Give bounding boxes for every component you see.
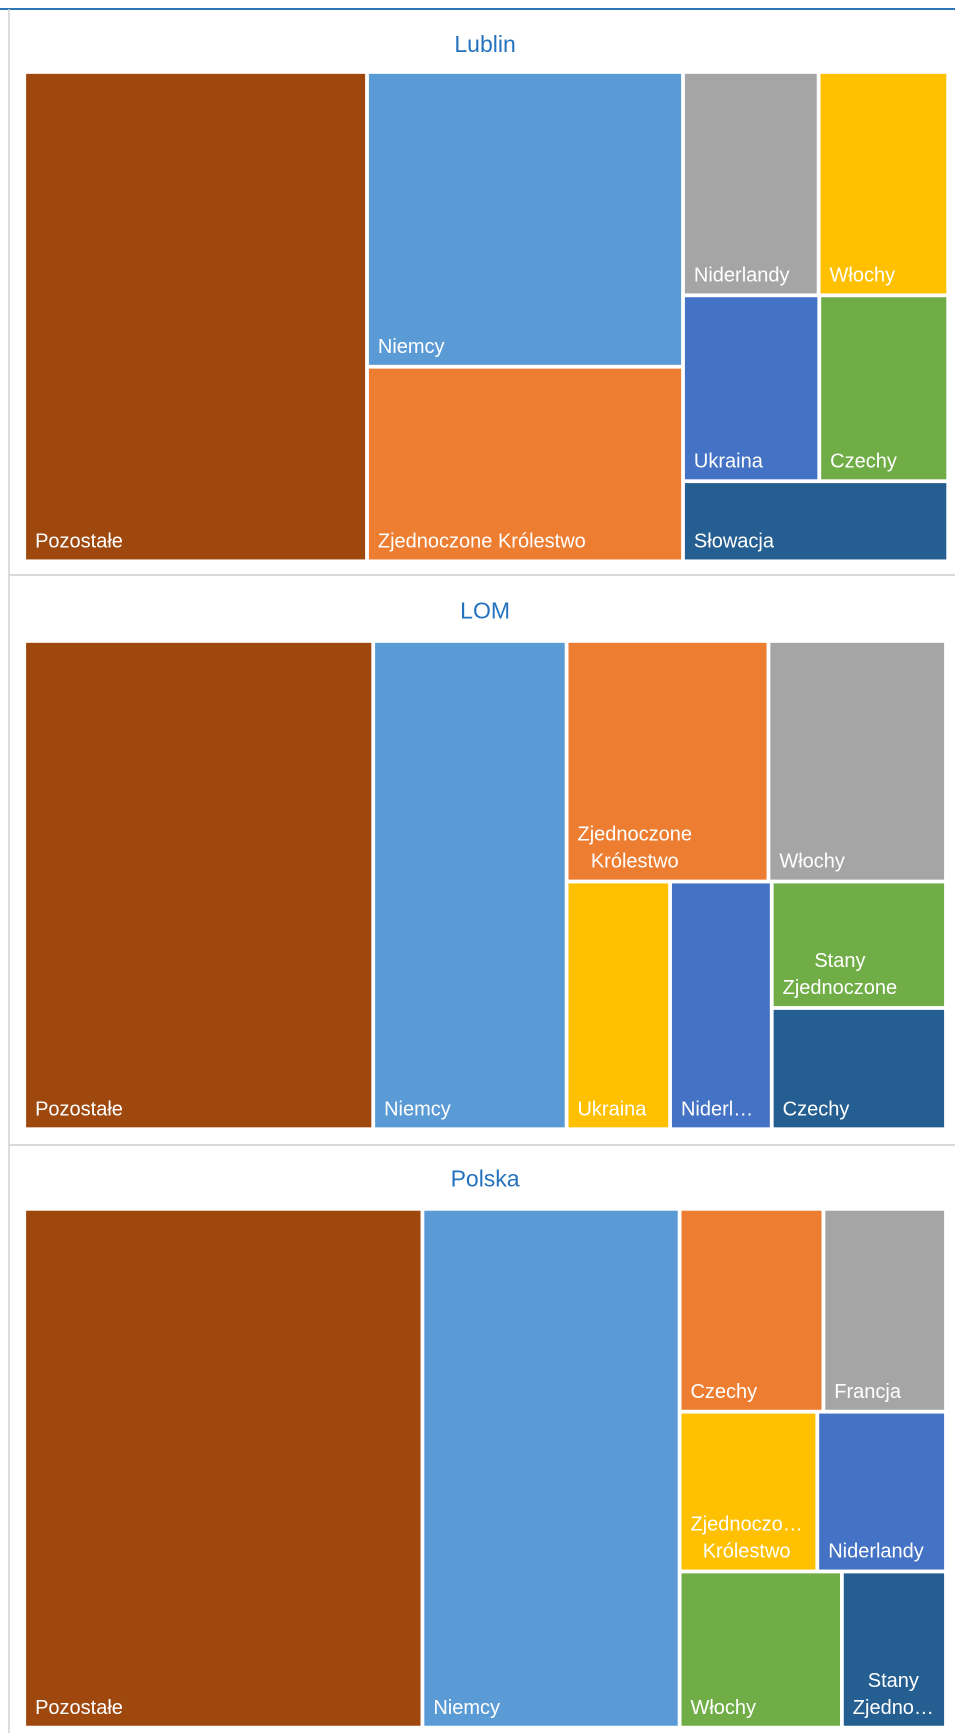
tile — [819, 1413, 945, 1570]
tile — [568, 642, 767, 880]
tile — [773, 883, 945, 1007]
tile — [770, 642, 945, 880]
tile-label: Włochy — [779, 851, 845, 873]
tile-label: Czechy — [690, 1381, 757, 1403]
tile-label: Pozostałe — [35, 1697, 123, 1719]
tile — [773, 1009, 945, 1128]
tile — [681, 1573, 840, 1726]
tile — [684, 73, 817, 294]
tile — [821, 297, 947, 480]
tile — [684, 297, 818, 480]
tile-label: Pozostałe — [35, 1098, 123, 1120]
tile — [26, 1210, 421, 1726]
tile-label: Słowacja — [694, 530, 775, 552]
tile-label: Zjednoczone Królestwo — [378, 530, 586, 552]
tile — [26, 642, 372, 1128]
tile — [671, 883, 770, 1128]
tile-label: Niderlandy — [828, 1541, 924, 1563]
tile-label: Niemcy — [384, 1098, 451, 1120]
tile-label: Niderl… — [681, 1098, 753, 1120]
tile — [375, 642, 565, 1128]
tile — [424, 1210, 678, 1726]
tile-label: Zjednoczo… Królestwo — [690, 1514, 802, 1563]
tile — [820, 73, 947, 294]
chart-title: Lublin — [454, 31, 515, 57]
tile-label: Niderlandy — [694, 264, 790, 286]
tile-label: Stany Zjedno… — [853, 1670, 934, 1719]
tile-label: Czechy — [830, 450, 897, 472]
tile — [368, 368, 682, 560]
chart-title: Polska — [451, 1166, 520, 1192]
tile — [26, 73, 366, 560]
tile — [825, 1210, 945, 1410]
tile-label: Włochy — [830, 264, 896, 286]
tile-label: Zjednoczone Królestwo — [577, 824, 692, 873]
tile-label: Pozostałe — [35, 530, 123, 552]
tile-label: Czechy — [783, 1098, 850, 1120]
tile — [568, 883, 669, 1128]
tile-label: Ukraina — [694, 450, 764, 472]
tile — [684, 483, 947, 560]
tile-label: Niemcy — [378, 336, 445, 358]
tile-label: Francja — [834, 1381, 902, 1403]
tile-label: Włochy — [690, 1697, 756, 1719]
tile-label: Stany Zjednoczone — [783, 950, 898, 999]
tile — [681, 1413, 816, 1570]
chart-title: LOM — [460, 598, 510, 624]
tile — [368, 73, 682, 365]
tile-label: Ukraina — [577, 1098, 647, 1120]
tile — [843, 1573, 945, 1726]
tile — [681, 1210, 822, 1410]
tile-label: Niemcy — [433, 1697, 500, 1719]
